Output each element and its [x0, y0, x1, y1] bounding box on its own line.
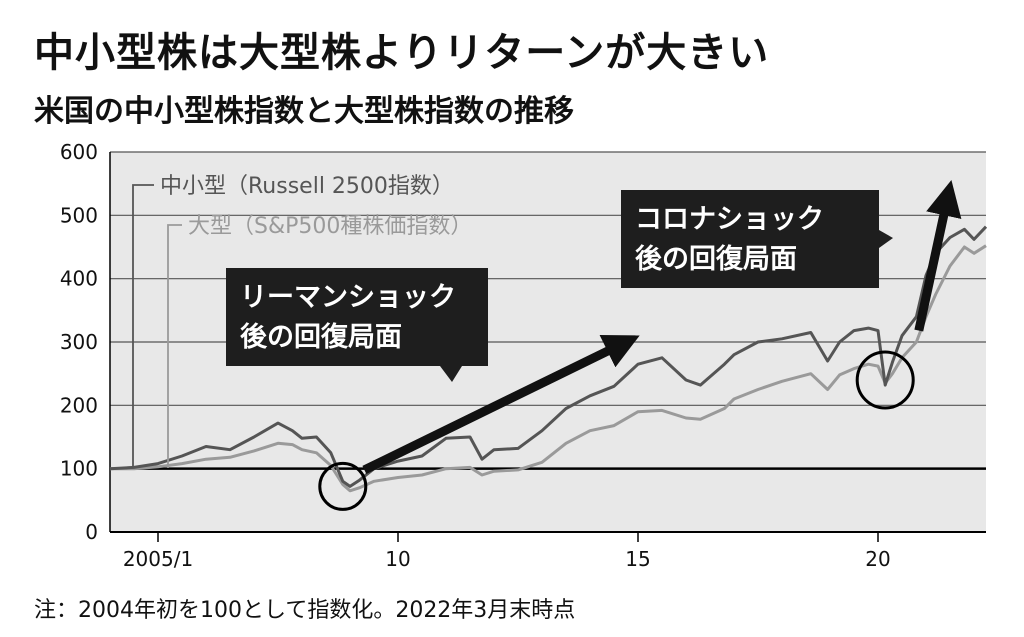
y-tick-label: 0 [85, 520, 98, 544]
covid-arrow [914, 180, 962, 332]
callout-box-0 [226, 268, 488, 366]
x-tick-label: 15 [625, 547, 650, 571]
callout-text: 後の回復局面 [635, 243, 797, 275]
legend-label: 大型（S&P500種株価指数） [188, 214, 472, 239]
footnote: 注：2004年初を100として指数化。2022年3月末時点 [34, 598, 576, 623]
callout-tail-0 [440, 366, 462, 382]
y-tick-label: 400 [60, 267, 98, 291]
legend-label: 中小型（Russell 2500指数） [160, 174, 454, 199]
y-axis-ticks: 0 100 200 300 400 500 600 [60, 140, 98, 544]
series-lines [109, 225, 988, 493]
lehman-arrow [362, 334, 640, 474]
y-tick-label: 200 [60, 393, 98, 417]
series-line-1 [110, 244, 987, 493]
x-axis-ticks: 2005/1 10 15 20 [123, 532, 891, 571]
y-tick-label: 600 [60, 140, 98, 164]
legend-leader-0 [132, 184, 154, 468]
y-tick-label: 100 [60, 457, 98, 481]
callout-box-1 [621, 190, 879, 288]
callout-tail-1 [879, 230, 893, 248]
x-tick-label: 10 [385, 547, 410, 571]
callout-text: リーマンショック [240, 282, 456, 313]
callout-text: コロナショック [635, 204, 824, 235]
x-tick-label: 2005/1 [123, 547, 193, 571]
lehman-circle [318, 461, 368, 511]
legend: 中小型（Russell 2500指数） 大型（S&P500種株価指数） [132, 174, 472, 468]
y-tick-label: 500 [60, 203, 98, 227]
page-subtitle: 米国の中小型株指数と大型株指数の推移 [34, 94, 574, 129]
y-tick-label: 300 [60, 330, 98, 354]
legend-leader-1 [167, 224, 182, 468]
page-title: 中小型株は大型株よりリターンが大きい [34, 30, 770, 76]
covid-circle [855, 350, 915, 410]
x-tick-label: 20 [865, 547, 890, 571]
annotation-marks [318, 180, 962, 511]
series-line-0 [109, 225, 988, 488]
callout-text: 後の回復局面 [240, 321, 402, 353]
